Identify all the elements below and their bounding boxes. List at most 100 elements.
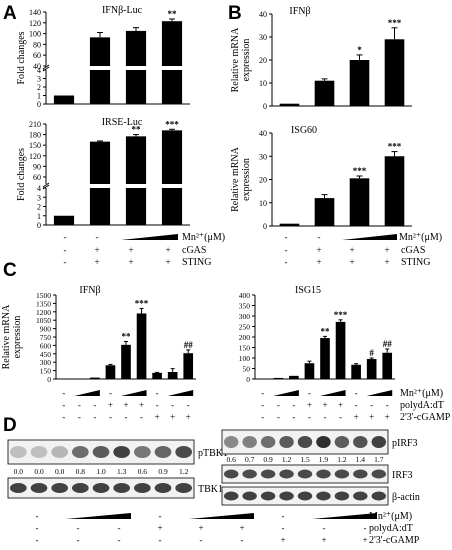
C2-ytick-label: 400 (239, 291, 251, 300)
condition-sign: + (384, 245, 389, 255)
C2-bar (273, 377, 284, 379)
condition-sign: + (349, 245, 354, 255)
condition-sign: - (156, 400, 159, 410)
A1-bar (53, 95, 75, 104)
condition-sign: - (77, 535, 80, 545)
condition-label: STING (401, 257, 430, 268)
C1-bar (183, 353, 194, 379)
condition-label: 2'3'-cGAMP (369, 535, 420, 546)
condition-sign: - (292, 412, 295, 422)
condition-sign: - (78, 400, 81, 410)
blot-actin-band (371, 491, 386, 501)
pirf3-quant: 0.7 (245, 455, 255, 464)
condition-sign: - (285, 245, 288, 255)
C2-sig: ## (383, 339, 393, 349)
B1-ytick-label: 0 (263, 102, 267, 111)
condition-sign: + (108, 400, 113, 410)
A1-bar-upper (161, 21, 183, 66)
A1-bar-lower (125, 70, 147, 104)
blot-actin-band (297, 491, 313, 501)
blot-ptbk1-band (30, 446, 48, 458)
A2-break-mark-1 (42, 182, 50, 188)
condition-sign: + (123, 400, 128, 410)
condition-sign: + (321, 535, 326, 545)
condition-sign: + (157, 523, 162, 533)
mn-wedge (66, 513, 131, 519)
A2-bar (53, 215, 75, 225)
blot-actin-band (260, 491, 276, 501)
B2-bar (384, 156, 405, 226)
condition-sign: - (36, 523, 39, 533)
C2-sig: # (369, 348, 374, 358)
blot-actin-band (334, 491, 350, 501)
B1-ylabel: Relative mRNA (230, 27, 241, 92)
A1-ylabel: Fold changes (16, 31, 27, 84)
blot-tbk1-band (72, 483, 89, 493)
B1-sig: *** (388, 18, 402, 28)
condition-sign: + (316, 257, 321, 267)
mn-wedge (320, 390, 346, 396)
condition-sign: + (94, 245, 99, 255)
condition-sign: + (165, 245, 170, 255)
panel-letter-d: D (3, 415, 17, 436)
A2-bar-upper (89, 141, 111, 184)
A1-bar-upper (89, 37, 111, 66)
B1-sig: * (357, 45, 362, 55)
condition-sign: + (198, 523, 203, 533)
C2-ytick-label: 0 (246, 375, 250, 384)
C1-ylabel: expression (12, 316, 23, 359)
C2-bar (351, 364, 361, 379)
A2-bar-upper (161, 130, 183, 184)
A1-ytick-label-upper: 100 (29, 30, 41, 39)
C1-sig: ** (122, 331, 132, 341)
C1-bar (167, 372, 178, 379)
condition-sign: + (128, 257, 133, 267)
ptbk1-quant: 1.3 (117, 467, 127, 476)
mn-sign: - (36, 511, 39, 521)
blot-tbk1-band (113, 483, 130, 493)
condition-label: cGAS (182, 245, 206, 256)
ptbk1-quant: 1.0 (96, 467, 106, 476)
blot-tbk1-band (134, 483, 151, 493)
condition-sign: - (370, 400, 373, 410)
B2-ytick-label: 20 (259, 176, 267, 185)
C2-ytick-label: 100 (239, 354, 251, 363)
ptbk1-quant: 1.2 (179, 467, 189, 476)
pirf3-quant: 1.2 (282, 455, 292, 464)
A1-bar-lower (89, 70, 111, 104)
condition-sign: - (277, 400, 280, 410)
blot-pirf3-band (334, 436, 350, 448)
mn-wedge (74, 390, 100, 396)
C1-ytick-label: 1350 (36, 299, 51, 308)
blot-irf3-band (224, 469, 239, 479)
ptbk1-quant: 0.0 (14, 467, 24, 476)
blot-ptbk1-band (154, 446, 172, 458)
mn-wedge (189, 513, 254, 519)
blot-actin-band (353, 491, 368, 501)
A2-ytick-label-lower: 3 (37, 193, 41, 202)
blot-pirf3-band (297, 436, 313, 448)
blot-pirf3-band (242, 436, 257, 448)
B2-bar (314, 198, 335, 226)
condition-sign: + (384, 257, 389, 267)
A2-title: IRSE-Luc (102, 117, 143, 128)
B1-ytick-label: 10 (259, 79, 267, 88)
C1-ylabel: Relative mRNA (1, 304, 12, 369)
C1-bar (121, 344, 131, 379)
mn-sign: - (261, 388, 264, 398)
C2-bar (382, 352, 393, 379)
A2-ylabel: Fold changes (16, 148, 27, 201)
A2-ytick-label-lower: 1 (37, 212, 41, 221)
mn-wedge (312, 513, 377, 519)
B1-ytick-label: 20 (259, 56, 267, 65)
C2-ytick-label: 200 (239, 333, 251, 342)
condition-sign: - (285, 257, 288, 267)
A1-bar-upper (125, 30, 147, 66)
mn-wedge (342, 234, 397, 240)
blot-irf3-band (242, 469, 257, 479)
mn-wedge (167, 390, 194, 396)
A1-ytick-label-lower: 4 (37, 66, 41, 75)
B1-ylabel: expression (241, 39, 252, 82)
conditions-c: - - - - - - + + + - - - - - - - - - + + + - - - - - - + + + - - - - - - - - - +… (62, 388, 450, 423)
